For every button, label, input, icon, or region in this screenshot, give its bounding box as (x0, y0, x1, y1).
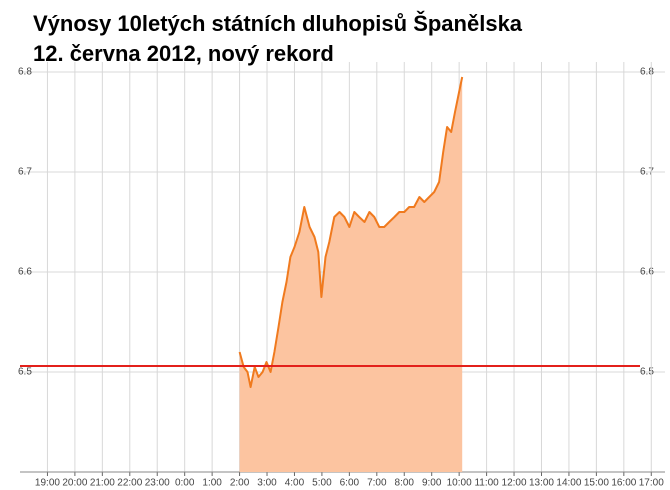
x-tick-label: 8:00 (395, 478, 415, 489)
x-tick-label: 19:00 (35, 478, 60, 489)
x-tick-label: 22:00 (117, 478, 142, 489)
x-tick-label: 13:00 (529, 478, 554, 489)
y-tick-label-right: 6.5 (640, 367, 654, 378)
y-tick-label: 6.6 (18, 267, 32, 278)
chart-subtitle: 12. června 2012, nový rekord (33, 41, 334, 66)
x-tick-label: 2:00 (230, 478, 250, 489)
x-tick-label: 14:00 (556, 478, 581, 489)
x-tick-label: 7:00 (367, 478, 387, 489)
x-tick-label: 0:00 (175, 478, 195, 489)
x-tick-label: 15:00 (584, 478, 609, 489)
y-tick-label-right: 6.8 (640, 67, 654, 78)
x-tick-label: 21:00 (90, 478, 115, 489)
x-tick-label: 23:00 (145, 478, 170, 489)
y-tick-label: 6.8 (18, 67, 32, 78)
x-tick-label: 1:00 (202, 478, 222, 489)
x-tick-label: 5:00 (312, 478, 332, 489)
x-tick-label: 10:00 (447, 478, 472, 489)
x-tick-label: 12:00 (502, 478, 527, 489)
x-tick-label: 9:00 (422, 478, 442, 489)
x-tick-label: 4:00 (285, 478, 305, 489)
area (239, 77, 463, 472)
y-tick-label-right: 6.6 (640, 267, 654, 278)
x-tick-label: 20:00 (62, 478, 87, 489)
y-tick-label-right: 6.7 (640, 167, 654, 178)
x-tick-label: 3:00 (257, 478, 277, 489)
chart-title: Výnosy 10letých státních dluhopisů Španě… (33, 11, 523, 36)
x-tick-label: 11:00 (474, 478, 499, 489)
x-tick-label: 17:00 (639, 478, 664, 489)
x-tick-label: 6:00 (340, 478, 360, 489)
x-tick-label: 16:00 (611, 478, 636, 489)
y-tick-label: 6.7 (18, 167, 32, 178)
y-tick-label: 6.5 (18, 367, 32, 378)
